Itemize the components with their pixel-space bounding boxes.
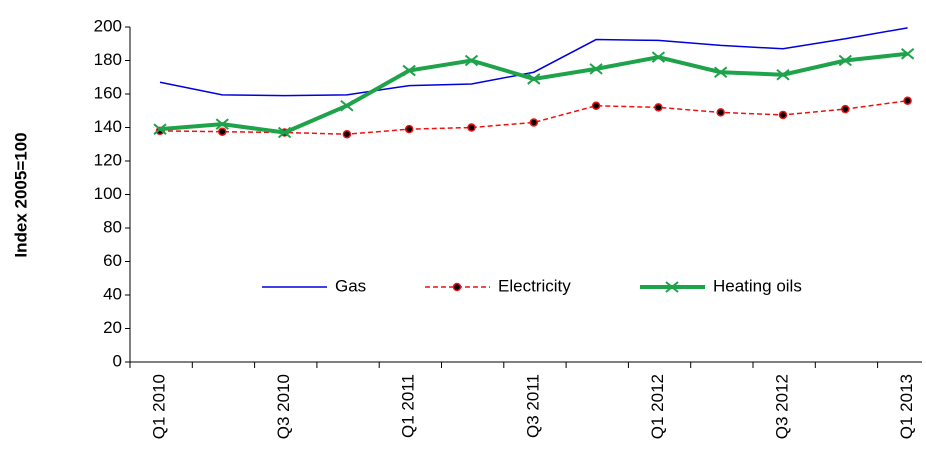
point	[402, 64, 416, 77]
point	[651, 51, 666, 63]
point	[277, 126, 292, 139]
point	[716, 108, 725, 117]
x-tick-label: Q1 2010	[149, 374, 168, 439]
point	[218, 127, 227, 136]
point	[340, 99, 354, 112]
point	[467, 123, 476, 132]
point	[464, 54, 479, 67]
point	[527, 73, 541, 85]
point	[215, 118, 229, 130]
x-tick-label: Q1 2013	[897, 374, 916, 439]
point	[529, 118, 539, 127]
legend-label: Heating oils	[713, 276, 802, 295]
point	[404, 124, 414, 134]
x-tick-label: Q1 2012	[648, 374, 667, 439]
y-tick-label: 200	[94, 16, 122, 35]
point	[778, 110, 788, 120]
x-tick-label: Q1 2011	[399, 374, 418, 438]
point	[342, 129, 352, 139]
y-tick-label: 40	[103, 284, 122, 303]
series-line	[159, 27, 908, 97]
y-tick-label: 100	[94, 184, 122, 203]
y-tick-label: 0	[113, 351, 122, 370]
x-tick-label: Q3 2010	[274, 374, 293, 439]
y-tick-label: 60	[103, 251, 122, 270]
y-tick-label: 140	[94, 117, 122, 136]
y-tick-label: 120	[94, 150, 122, 169]
point	[589, 63, 603, 75]
point	[841, 104, 850, 114]
legend-marker	[665, 281, 679, 293]
y-tick-label: 80	[103, 217, 122, 236]
point	[776, 68, 790, 81]
legend-marker	[452, 282, 462, 292]
x-tick-label: Q3 2011	[523, 374, 542, 438]
y-tick-label: 20	[103, 318, 122, 337]
y-axis-label: Index 2005=100	[11, 132, 30, 257]
y-tick-label: 160	[94, 83, 122, 102]
legend-label: Electricity	[498, 276, 571, 295]
legend-label: Gas	[335, 276, 366, 295]
x-tick-label: Q3 2012	[772, 374, 791, 439]
point	[591, 101, 601, 110]
point	[838, 54, 852, 67]
point	[654, 103, 663, 112]
point	[153, 123, 167, 135]
point	[903, 96, 912, 105]
y-tick-label: 180	[94, 50, 122, 69]
point	[714, 66, 728, 78]
point	[900, 48, 915, 60]
